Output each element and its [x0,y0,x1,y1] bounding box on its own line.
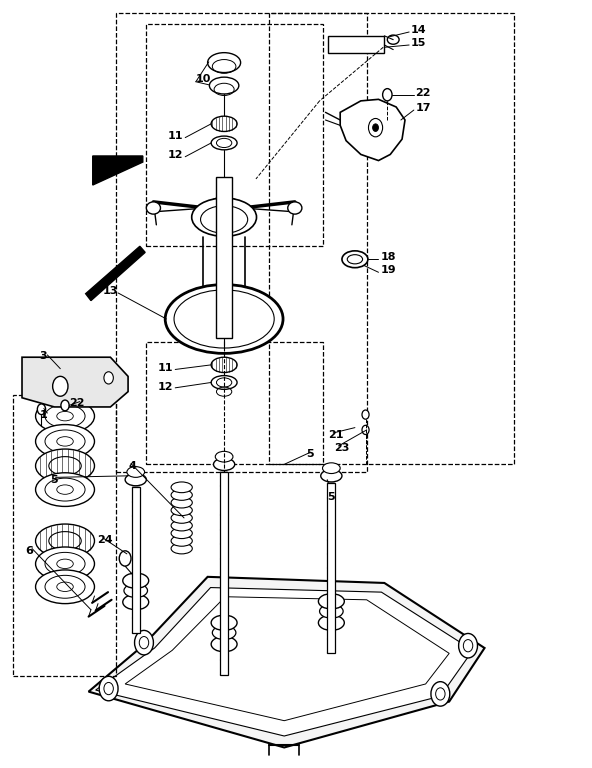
Ellipse shape [36,473,95,506]
Text: 12: 12 [157,382,173,392]
Ellipse shape [123,573,149,588]
Circle shape [134,631,153,655]
Ellipse shape [36,425,95,458]
Ellipse shape [210,77,239,94]
Circle shape [382,88,392,101]
Text: 19: 19 [380,265,396,275]
Text: 21: 21 [329,430,344,440]
Text: 6: 6 [25,546,33,556]
Circle shape [99,677,118,701]
Ellipse shape [125,474,146,486]
Ellipse shape [36,399,95,433]
Ellipse shape [171,528,192,538]
Ellipse shape [211,136,237,150]
Ellipse shape [323,463,340,474]
Ellipse shape [36,570,95,604]
Ellipse shape [171,535,192,546]
Polygon shape [96,588,473,736]
Circle shape [104,372,113,384]
Text: 17: 17 [416,103,431,113]
Ellipse shape [211,357,237,372]
Text: 18: 18 [380,252,396,262]
Polygon shape [89,577,484,747]
Ellipse shape [318,615,345,631]
Ellipse shape [171,490,192,500]
Text: 11: 11 [157,363,173,373]
Text: 22: 22 [416,88,431,98]
Polygon shape [340,99,405,161]
Ellipse shape [36,449,95,483]
Ellipse shape [211,615,237,631]
Text: 12: 12 [168,151,183,161]
Text: 14: 14 [411,25,426,35]
Circle shape [53,376,68,396]
Ellipse shape [342,251,368,268]
Bar [13,396,116,677]
Ellipse shape [165,284,283,353]
Ellipse shape [211,637,237,652]
Polygon shape [22,357,128,407]
Ellipse shape [211,376,237,389]
Text: 23: 23 [334,443,350,453]
Text: 1: 1 [40,409,47,419]
Polygon shape [125,597,449,720]
Text: 5: 5 [307,449,314,459]
Ellipse shape [171,512,192,523]
Ellipse shape [36,524,95,558]
Ellipse shape [171,520,192,531]
Circle shape [459,634,478,658]
Bar [269,13,514,465]
Text: 24: 24 [97,535,112,545]
Ellipse shape [207,197,242,219]
Bar [146,25,323,247]
Circle shape [362,410,369,419]
Ellipse shape [321,470,342,482]
Ellipse shape [171,497,192,508]
Ellipse shape [208,53,240,72]
Ellipse shape [127,467,144,478]
Ellipse shape [146,202,160,214]
Ellipse shape [36,547,95,581]
Text: 5: 5 [50,475,57,485]
Bar [217,177,232,338]
Circle shape [431,682,450,706]
Ellipse shape [215,452,233,462]
Bar [327,484,336,654]
Ellipse shape [320,604,343,618]
Text: 13: 13 [103,286,118,296]
Polygon shape [93,156,143,185]
Circle shape [61,400,69,411]
Text: 4: 4 [128,461,136,471]
Bar [146,342,323,465]
Ellipse shape [211,116,237,131]
Circle shape [119,551,131,566]
Ellipse shape [171,505,192,515]
Circle shape [372,124,378,131]
Circle shape [37,404,46,415]
Polygon shape [86,247,145,300]
Text: 5: 5 [327,492,335,502]
Bar [220,472,229,675]
Bar [131,488,140,633]
Circle shape [362,425,369,435]
Text: 22: 22 [69,398,85,408]
Bar [116,13,366,472]
Text: 3: 3 [40,351,47,361]
Ellipse shape [124,584,147,598]
Text: 11: 11 [168,131,183,141]
Text: 10: 10 [196,74,211,84]
Ellipse shape [214,458,234,471]
Text: 15: 15 [411,38,426,48]
Ellipse shape [288,202,302,214]
Ellipse shape [123,594,149,610]
Bar [329,36,384,53]
Ellipse shape [213,626,236,640]
Ellipse shape [171,543,192,554]
Ellipse shape [171,482,192,492]
Ellipse shape [192,198,256,237]
Ellipse shape [318,594,345,609]
Circle shape [368,118,382,137]
